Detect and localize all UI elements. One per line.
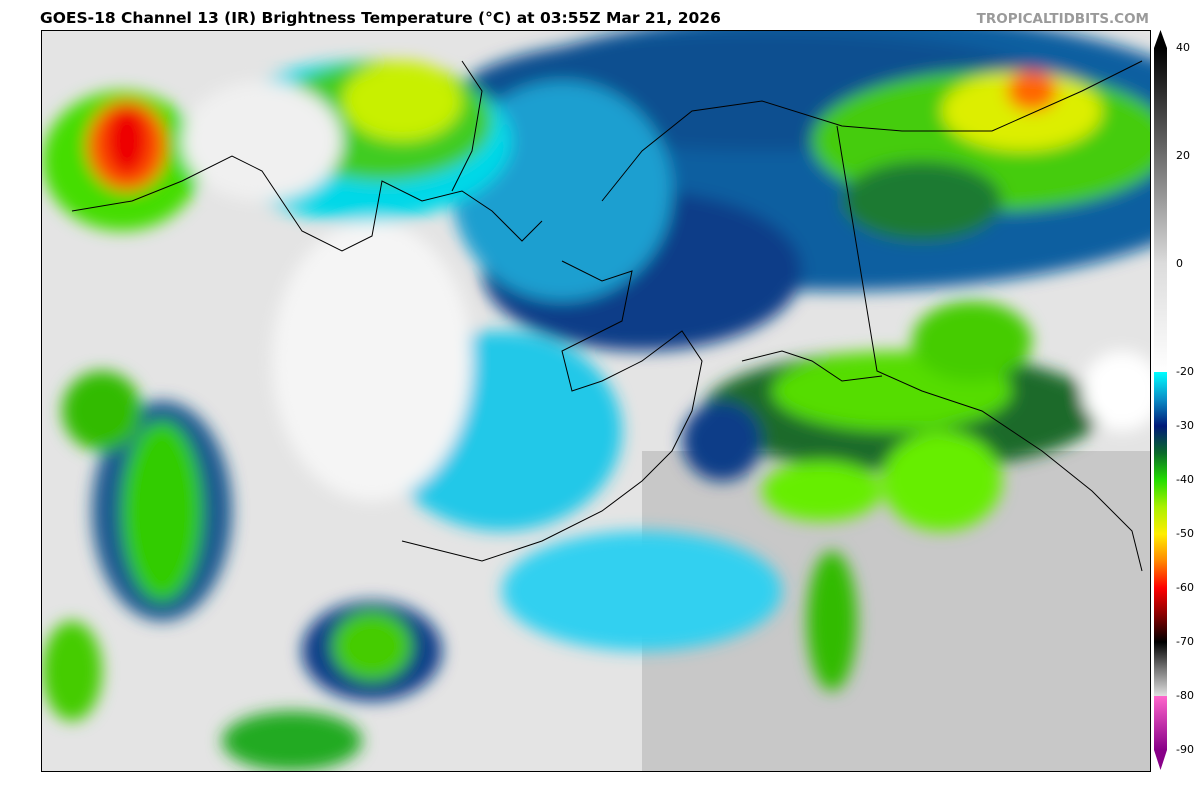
colorbar-min-arrow	[1154, 750, 1167, 770]
ir-imagery	[42, 31, 1150, 771]
colorbar-tick-label: 0	[1176, 257, 1183, 270]
colorbar-tick-label: -70	[1176, 635, 1194, 648]
map-title: GOES-18 Channel 13 (IR) Brightness Tempe…	[40, 9, 721, 27]
colorbar-tick-label: -30	[1176, 419, 1194, 432]
colorbar-tick-label: -50	[1176, 527, 1194, 540]
colorbar-tick-label: -60	[1176, 581, 1194, 594]
colorbar-tick-label: -40	[1176, 473, 1194, 486]
brand-watermark: TROPICALTIDBITS.COM	[976, 11, 1149, 27]
cloud-fields	[42, 31, 1150, 771]
colorbar-tick-label: -20	[1176, 365, 1194, 378]
colorbar-tick-label: 40	[1176, 41, 1190, 54]
colorbar-tick-label: -90	[1176, 743, 1194, 756]
colorbar	[1153, 28, 1200, 773]
colorbar-gradient	[1154, 30, 1167, 770]
coastlines	[71, 60, 1143, 572]
satellite-map[interactable]	[41, 30, 1151, 772]
colorbar-tick-label: -80	[1176, 689, 1194, 702]
colorbar-tick-label: 20	[1176, 149, 1190, 162]
colorbar-max-arrow	[1154, 30, 1167, 48]
colorbar-body	[1154, 48, 1167, 750]
